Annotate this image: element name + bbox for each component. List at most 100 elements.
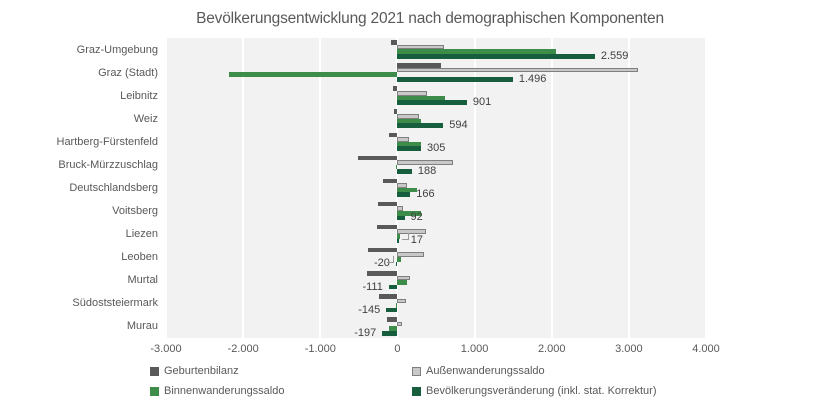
bar-series2-Liezen	[397, 229, 426, 234]
category-label: Voitsberg	[112, 205, 158, 218]
bar-series2-Voitsberg	[397, 206, 403, 211]
plot-area	[165, 38, 707, 338]
bar-series4-Leibnitz	[397, 100, 467, 105]
category-label: Leoben	[121, 251, 158, 264]
bar-series1-Südoststeiermark	[378, 294, 398, 299]
label-leader-line	[401, 233, 409, 241]
category-label: Bruck-Mürzzuschlag	[58, 158, 158, 171]
bar-series1-Hartberg-Fürstenfeld	[388, 132, 398, 138]
legend-swatch-icon	[150, 366, 159, 376]
bar-series1-Leibnitz	[392, 86, 398, 91]
bar-series1-Murau	[387, 317, 398, 322]
category-label: Hartberg-Fürstenfeld	[56, 135, 159, 148]
bar-series4-Bruck-Mürzzuschlag	[397, 169, 412, 174]
bar-series4-Murtal	[388, 284, 398, 290]
legend-swatch-icon	[412, 386, 421, 396]
category-label: Graz (Stadt)	[98, 66, 158, 79]
gridline	[242, 38, 245, 338]
bar-series2-Leibnitz	[397, 90, 427, 96]
bar-series4-Graz (Stadt)	[397, 77, 513, 82]
category-label: Graz-Umgebung	[76, 43, 158, 56]
x-axis-tick-label: 4.000	[692, 343, 720, 355]
data-label: 901	[472, 95, 492, 108]
x-axis-tick-label: -2.000	[227, 343, 259, 355]
category-label: Südoststeiermark	[72, 297, 158, 310]
bar-series4-Murau	[382, 330, 398, 336]
bar-series1-Graz (Stadt)	[397, 63, 441, 68]
bar-series2-Weiz	[397, 114, 420, 119]
category-label: Deutschlandsberg	[69, 182, 158, 194]
legend: Geburtenbilanz Außenwanderungssaldo Binnen…	[0, 360, 823, 404]
x-axis-tick-label: -3.000	[150, 343, 182, 355]
label-leader-line	[386, 256, 394, 264]
bar-series2-Südoststeiermark	[397, 298, 406, 304]
x-axis-tick-label: 3.000	[615, 343, 643, 355]
legend-item-4: Bevölkerungsveränderung (inkl. stat. Kor…	[412, 382, 657, 400]
data-label: 305	[426, 142, 446, 155]
legend-item-2: Außenwanderungssaldo	[412, 362, 545, 380]
bar-series4-Voitsberg	[397, 215, 405, 221]
bar-series4-Leoben	[395, 261, 398, 267]
bar-series3-Weiz	[397, 118, 422, 124]
bar-series3-Graz (Stadt)	[229, 72, 398, 78]
chart-title: Bevölkerungsentwicklung 2021 nach demogr…	[196, 10, 664, 27]
data-label: 92	[410, 211, 423, 224]
data-label: -20	[373, 257, 390, 270]
gridline	[319, 38, 322, 338]
bar-series1-Bruck-Mürzzuschlag	[358, 155, 398, 161]
bar-series4-Deutschlandsberg	[397, 192, 411, 198]
gridline	[165, 38, 167, 338]
category-label: Weiz	[133, 112, 158, 125]
gridline	[627, 38, 630, 338]
bar-series2-Bruck-Mürzzuschlag	[397, 160, 453, 165]
category-label: Murtal	[127, 274, 158, 287]
bar-series1-Graz-Umgebung	[390, 40, 398, 45]
bar-series2-Murau	[397, 321, 403, 327]
bar-series3-Voitsberg	[397, 210, 421, 216]
bar-series1-Deutschlandsberg	[382, 178, 398, 184]
category-label: Liezen	[125, 228, 158, 241]
data-label: 17	[410, 234, 423, 247]
bar-series2-Hartberg-Fürstenfeld	[397, 137, 409, 142]
gridline	[473, 38, 476, 338]
bar-series3-Graz-Umgebung	[397, 49, 556, 54]
data-label: 1.496	[518, 72, 547, 85]
data-label: -145	[358, 303, 381, 316]
bar-series4-Graz-Umgebung	[397, 54, 595, 59]
legend-item-1: Geburtenbilanz	[150, 362, 239, 380]
data-label: 166	[416, 188, 435, 201]
x-axis-tick-label: 1.000	[460, 343, 489, 355]
legend-swatch-icon	[150, 386, 159, 396]
bar-series1-Leoben	[368, 247, 398, 253]
bar-series3-Murau	[388, 326, 398, 331]
bar-series3-Deutschlandsberg	[397, 187, 417, 193]
legend-swatch-icon	[412, 366, 421, 376]
bar-series2-Deutschlandsberg	[397, 183, 408, 188]
bar-series1-Liezen	[376, 224, 398, 230]
bar-series4-Weiz	[397, 123, 444, 128]
x-axis-tick-label: -1.000	[304, 343, 336, 355]
data-label: -197	[354, 326, 377, 339]
gridline	[550, 38, 553, 338]
bar-series2-Murtal	[397, 275, 410, 281]
bar-series4-Hartberg-Fürstenfeld	[397, 146, 421, 151]
bar-series3-Murtal	[397, 280, 408, 285]
legend-label: Bevölkerungsveränderung (inkl. stat. Kor…	[426, 385, 657, 397]
bar-series3-Südoststeiermark	[396, 303, 398, 308]
bar-series3-Hartberg-Fürstenfeld	[397, 141, 421, 147]
bar-series3-Leoben	[397, 257, 401, 262]
bar-series3-Liezen	[397, 234, 400, 239]
bar-series2-Graz-Umgebung	[397, 44, 445, 50]
legend-label: Außenwanderungssaldo	[426, 365, 545, 377]
bar-series1-Weiz	[393, 109, 398, 115]
bar-series3-Bruck-Mürzzuschlag	[395, 164, 398, 170]
category-label: Murau	[126, 320, 158, 333]
gridline	[705, 38, 707, 338]
bar-series3-Leibnitz	[397, 95, 446, 101]
x-axis-tick-label: 2.000	[537, 343, 566, 355]
legend-item-3: Binnenwanderungssaldo	[150, 382, 284, 400]
x-axis-tick-label: 0	[394, 343, 401, 355]
legend-label: Geburtenbilanz	[164, 365, 239, 377]
bar-series4-Liezen	[397, 238, 399, 244]
